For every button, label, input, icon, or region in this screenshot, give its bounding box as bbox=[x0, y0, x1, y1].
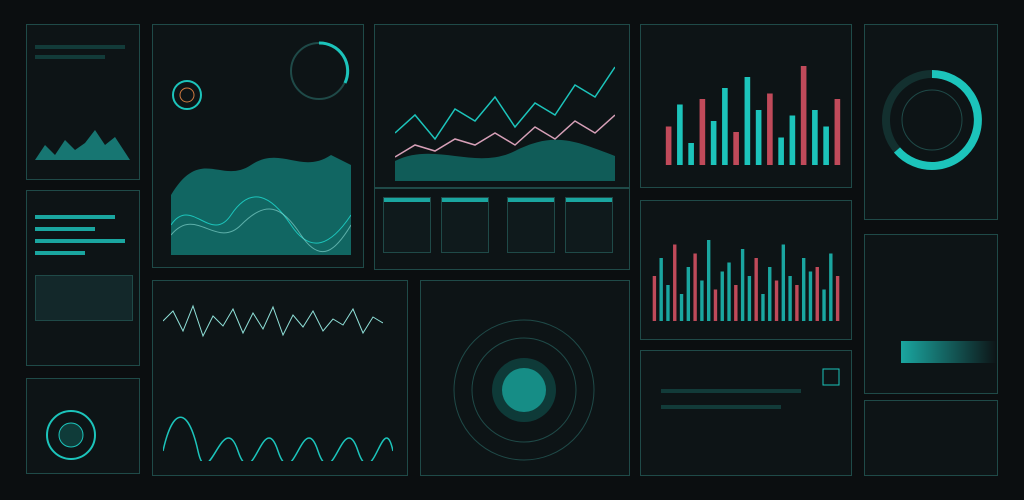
panel-bars-2 bbox=[640, 200, 852, 340]
bar bbox=[835, 276, 840, 321]
bar bbox=[713, 289, 718, 321]
bar bbox=[710, 121, 717, 165]
bar bbox=[788, 276, 792, 321]
bar bbox=[659, 258, 663, 321]
wave-chart bbox=[163, 416, 393, 461]
bar bbox=[733, 132, 739, 165]
radar-icon[interactable] bbox=[167, 75, 207, 115]
bar bbox=[778, 137, 784, 165]
chip-icon[interactable] bbox=[821, 367, 841, 387]
bar bbox=[740, 249, 745, 321]
bar bbox=[808, 271, 813, 321]
bar bbox=[767, 93, 773, 165]
bar bbox=[720, 271, 724, 321]
radar-icon[interactable] bbox=[41, 405, 101, 465]
series-line bbox=[395, 114, 615, 158]
wave-chart bbox=[171, 155, 351, 255]
bar bbox=[829, 253, 833, 321]
bar bbox=[686, 267, 691, 321]
bar bbox=[754, 258, 758, 321]
panel-tabs bbox=[374, 188, 630, 270]
progress-bar bbox=[35, 227, 95, 231]
bar bbox=[795, 285, 799, 321]
map-area bbox=[35, 275, 133, 321]
bar bbox=[801, 258, 806, 321]
bar bbox=[755, 110, 762, 165]
bar bbox=[800, 66, 807, 165]
info-card[interactable] bbox=[507, 197, 555, 253]
info-card[interactable] bbox=[565, 197, 613, 253]
bar bbox=[744, 77, 751, 165]
info-card[interactable] bbox=[383, 197, 431, 253]
bar bbox=[823, 126, 829, 165]
bar bbox=[734, 285, 738, 321]
bar bbox=[688, 143, 694, 165]
bar bbox=[665, 126, 672, 165]
bar bbox=[822, 289, 826, 321]
bar bbox=[768, 267, 772, 321]
bar bbox=[679, 294, 684, 321]
panel-waves bbox=[152, 24, 364, 268]
area-chart bbox=[35, 130, 130, 160]
panel-list bbox=[26, 190, 140, 366]
bar bbox=[699, 99, 706, 165]
panel-right-bottom bbox=[864, 400, 998, 476]
radar-icon[interactable] bbox=[449, 315, 599, 465]
progress-bar bbox=[35, 215, 115, 219]
bar bbox=[693, 253, 697, 321]
bar-chart bbox=[665, 66, 841, 165]
line-chart bbox=[395, 66, 615, 181]
bar bbox=[666, 285, 670, 321]
bar bbox=[700, 280, 704, 321]
progress-bar bbox=[35, 251, 85, 255]
list-item bbox=[35, 55, 105, 59]
panel-area-mini bbox=[26, 24, 140, 180]
panel-signal bbox=[152, 280, 408, 476]
signal-chart bbox=[163, 304, 383, 338]
bar bbox=[727, 262, 731, 321]
heat-strip bbox=[901, 341, 997, 363]
bar bbox=[774, 280, 779, 321]
panel-radar-small bbox=[26, 378, 140, 474]
list-item bbox=[661, 405, 781, 409]
bar bbox=[781, 244, 786, 321]
bar bbox=[677, 104, 683, 165]
info-card[interactable] bbox=[441, 197, 489, 253]
bar bbox=[652, 276, 657, 321]
bar bbox=[747, 276, 752, 321]
bar bbox=[789, 115, 796, 165]
list-item bbox=[661, 389, 801, 393]
panel-bars bbox=[640, 24, 852, 188]
bar bbox=[673, 244, 677, 321]
bar bbox=[706, 240, 711, 321]
panel-info bbox=[640, 350, 852, 476]
panel-right-mid bbox=[864, 234, 998, 394]
bar bbox=[722, 88, 728, 165]
bar bbox=[834, 99, 841, 165]
list-item bbox=[35, 45, 125, 49]
panel-donut bbox=[864, 24, 998, 220]
bar bbox=[761, 294, 765, 321]
panel-line bbox=[374, 24, 630, 188]
bar-chart bbox=[652, 240, 840, 321]
bar bbox=[815, 267, 819, 321]
donut-chart bbox=[882, 70, 982, 170]
series-line bbox=[395, 66, 615, 141]
area-fill bbox=[395, 139, 615, 181]
panel-radar-big bbox=[420, 280, 630, 476]
gauge-icon[interactable] bbox=[287, 39, 351, 103]
bar bbox=[812, 110, 818, 165]
progress-bar bbox=[35, 239, 125, 243]
